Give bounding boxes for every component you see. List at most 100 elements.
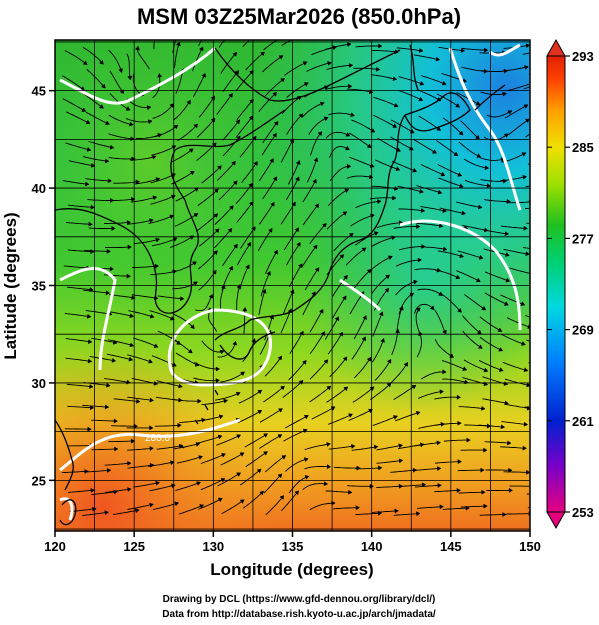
streamline xyxy=(174,213,199,227)
streamline-arrow xyxy=(301,33,305,37)
streamline xyxy=(65,142,91,151)
streamline-arrow xyxy=(475,277,481,283)
streamline xyxy=(104,377,131,384)
streamline-arrow xyxy=(520,301,526,307)
streamline xyxy=(201,165,222,184)
streamline-arrow xyxy=(416,511,421,517)
streamline-arrow xyxy=(186,99,191,105)
streamline-arrow xyxy=(109,144,115,150)
streamline-arrow xyxy=(127,75,133,81)
streamline xyxy=(478,424,505,428)
streamline-arrow xyxy=(392,123,398,128)
streamline-arrow xyxy=(344,145,350,151)
streamline xyxy=(302,483,328,491)
streamline-arrow xyxy=(147,119,153,125)
streamline xyxy=(355,200,382,209)
streamline xyxy=(464,294,486,311)
streamline xyxy=(458,141,481,158)
streamline-arrow xyxy=(413,279,418,285)
streamline xyxy=(245,51,265,71)
streamline-arrow xyxy=(227,227,233,233)
streamline-arrow xyxy=(531,272,535,276)
streamline xyxy=(437,164,462,177)
streamline-arrow xyxy=(180,296,185,302)
streamline-arrow xyxy=(440,171,446,177)
streamline xyxy=(195,294,213,312)
streamline xyxy=(222,119,241,141)
streamline xyxy=(108,114,134,126)
streamline xyxy=(397,185,424,193)
streamline xyxy=(220,284,225,311)
streamline-arrow xyxy=(291,201,296,207)
streamline-arrow xyxy=(127,487,132,492)
streamline xyxy=(504,104,529,119)
streamline xyxy=(346,88,374,93)
streamline-arrow xyxy=(312,178,317,184)
streamline-arrow xyxy=(169,214,175,220)
streamline xyxy=(236,242,252,266)
streamline-arrow xyxy=(350,444,356,449)
streamline-arrow xyxy=(503,133,509,138)
streamline-arrow xyxy=(480,467,485,473)
streamline-arrow xyxy=(295,160,301,165)
streamline-arrow xyxy=(279,495,284,500)
streamline xyxy=(265,249,278,274)
streamline-arrow xyxy=(294,227,299,233)
streamline-arrow xyxy=(149,425,154,431)
streamline xyxy=(261,133,277,156)
streamline-arrow xyxy=(441,80,447,86)
streamline xyxy=(265,495,285,516)
streamline xyxy=(259,434,283,449)
streamline-arrow xyxy=(191,261,197,266)
streamline-arrow xyxy=(135,179,140,185)
streamline xyxy=(257,228,273,252)
streamline xyxy=(150,270,177,275)
streamline xyxy=(329,356,348,378)
streamline xyxy=(263,473,283,494)
streamline-arrow xyxy=(455,274,461,280)
streamline xyxy=(216,434,241,446)
streamline xyxy=(355,467,382,470)
streamline xyxy=(464,179,491,187)
streamline xyxy=(418,390,444,399)
streamline xyxy=(239,468,262,486)
streamline xyxy=(309,385,332,403)
streamline xyxy=(154,124,179,138)
x-tick-label: 125 xyxy=(123,539,145,554)
streamline-arrow xyxy=(213,188,219,194)
streamline xyxy=(457,250,484,259)
streamline xyxy=(82,404,109,408)
streamline-arrow xyxy=(431,149,437,154)
streamline-arrow xyxy=(104,158,110,164)
streamline-arrow xyxy=(214,228,220,234)
streamline-arrow xyxy=(348,233,354,238)
streamline xyxy=(238,410,262,423)
streamline-arrow xyxy=(442,208,447,213)
streamline xyxy=(333,507,360,510)
streamline-arrow xyxy=(251,226,256,232)
streamline xyxy=(501,225,528,229)
streamline xyxy=(172,313,195,329)
streamline-arrow xyxy=(266,270,271,276)
streamline xyxy=(398,90,423,101)
streamline-arrow xyxy=(84,468,89,474)
x-tick-label: 135 xyxy=(282,539,304,554)
streamline-arrow xyxy=(442,246,448,252)
streamline-arrow xyxy=(421,482,427,488)
streamline-arrow xyxy=(507,110,513,115)
streamline xyxy=(327,188,349,207)
streamline-arrow xyxy=(457,420,462,426)
streamline xyxy=(108,133,135,140)
streamline xyxy=(326,386,348,403)
streamline xyxy=(216,93,233,115)
streamline xyxy=(302,291,316,316)
streamline xyxy=(153,502,179,511)
streamline-arrow xyxy=(178,383,183,389)
streamline xyxy=(86,69,106,89)
streamline-arrow xyxy=(503,301,509,306)
streamline xyxy=(355,45,382,48)
streamline xyxy=(327,331,343,355)
streamline xyxy=(243,307,246,334)
streamline-arrow xyxy=(272,91,278,97)
streamline xyxy=(507,83,530,91)
